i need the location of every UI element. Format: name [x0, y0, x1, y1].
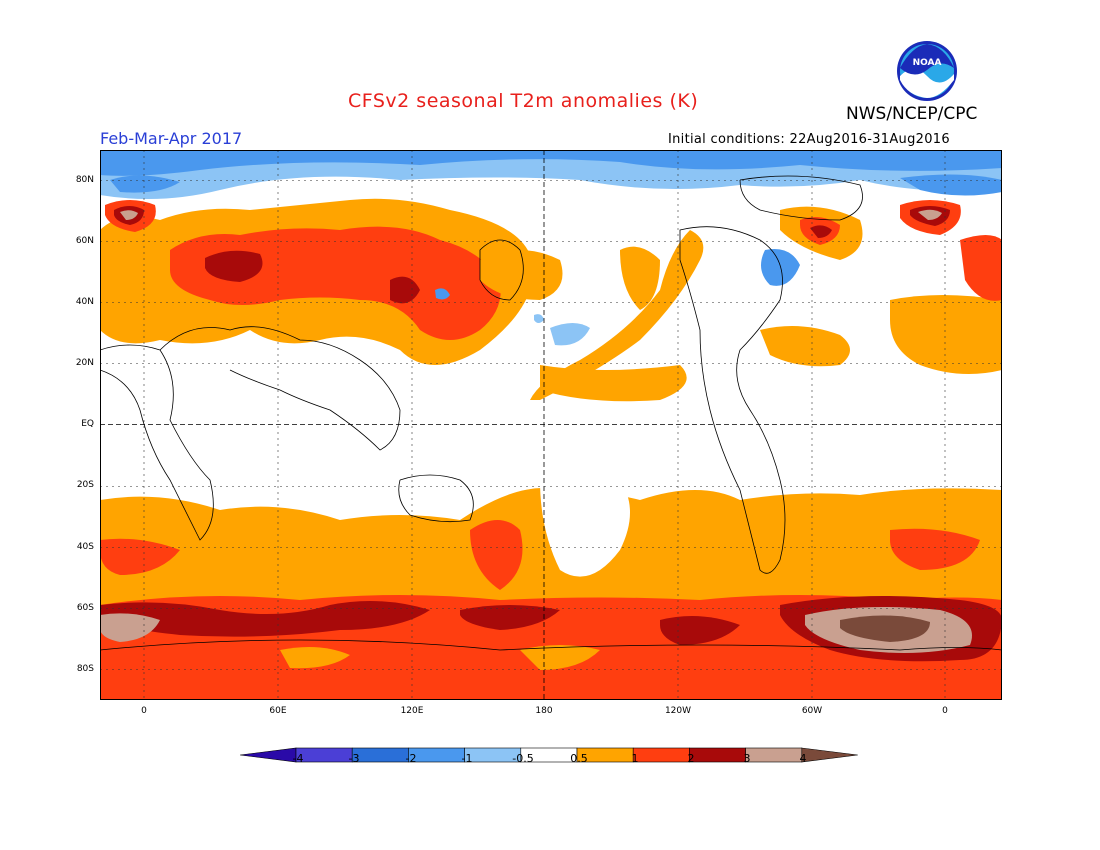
- lat-label: 60S: [76, 603, 94, 613]
- colorbar-label: -3: [348, 752, 360, 765]
- forecast-period: Feb-Mar-Apr 2017: [100, 129, 243, 148]
- southern-warm-band: [100, 488, 1002, 610]
- colorbar-label: -2: [405, 752, 417, 765]
- lat-label: 60N: [75, 236, 94, 246]
- initial-conditions: Initial conditions: 22Aug2016-31Aug2016: [668, 132, 950, 147]
- lat-lon-grid: [100, 150, 1002, 700]
- colorbar-label: 1: [631, 752, 639, 765]
- eurasia-hot-core: [205, 250, 263, 282]
- lat-label: EQ: [81, 419, 94, 429]
- coastlines: [100, 175, 1002, 651]
- colorbar-label: 3: [743, 752, 751, 765]
- lat-label: 40N: [75, 297, 94, 307]
- lat-label: 20N: [75, 358, 94, 368]
- lat-label: 40S: [76, 542, 94, 552]
- arctic-cold-core: [100, 150, 1002, 176]
- colorbar-label: -1: [461, 752, 473, 765]
- lat-label: 20S: [76, 480, 94, 490]
- colorbar: [240, 747, 858, 763]
- lon-label: 0: [942, 706, 948, 716]
- map-title: CFSv2 seasonal T2m anomalies (K): [348, 90, 699, 112]
- lat-label: 80S: [76, 664, 94, 674]
- colorbar-label: -4: [292, 752, 304, 765]
- colorbar-extend-high: [801, 747, 858, 763]
- lon-label: 60E: [269, 706, 287, 716]
- lat-label: 80N: [75, 175, 94, 185]
- anomaly-map: [100, 150, 1002, 700]
- agency-label: NWS/NCEP/CPC: [846, 104, 978, 124]
- lon-label: 120E: [400, 706, 424, 716]
- colorbar-label: 4: [799, 752, 807, 765]
- lon-label: 60W: [801, 706, 823, 716]
- lon-label: 120W: [664, 706, 692, 716]
- colorbar-label: 2: [687, 752, 695, 765]
- colorbar-label: 0.5: [570, 752, 588, 765]
- svg-text:NOAA: NOAA: [913, 58, 942, 68]
- colorbar-label: -0.5: [512, 752, 534, 765]
- noaa-logo: NOAA: [897, 41, 957, 101]
- lon-label: 0: [141, 706, 147, 716]
- lon-label: 180: [535, 706, 553, 716]
